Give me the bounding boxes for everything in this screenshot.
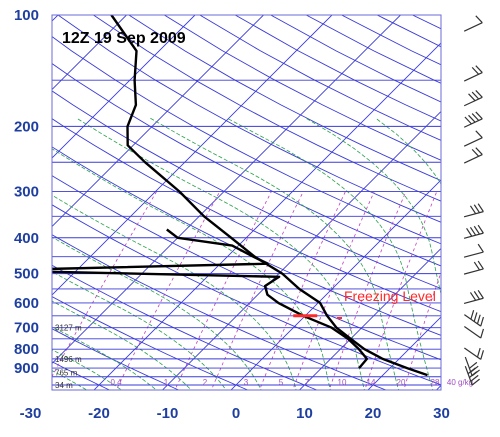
temperature-tick-label: 20 <box>365 405 382 422</box>
wind-barb-icon <box>460 146 482 163</box>
mixing-ratio-line <box>483 192 500 393</box>
wind-barb-glyph <box>460 111 482 128</box>
temperature-tick-label: -10 <box>157 405 179 422</box>
wind-barb-glyph <box>464 307 486 326</box>
temperature-tick-label: 0 <box>232 405 240 422</box>
freezing-level-label: Freezing Level <box>344 288 436 304</box>
barb-staff <box>464 252 483 257</box>
wind-barb-icon <box>460 64 482 81</box>
wind-barb-glyph <box>462 260 484 274</box>
barb-staff <box>464 298 483 303</box>
barb-staff <box>464 23 482 31</box>
mixing-ratio-label: 14 <box>367 378 376 387</box>
wind-barb-icon <box>460 89 482 106</box>
pressure-tick-label: 400 <box>14 230 39 247</box>
wind-barb-glyph <box>462 243 484 257</box>
wind-barb-icon <box>460 15 482 32</box>
height-label: 1496 m <box>55 355 82 364</box>
temperature-tick-label: 10 <box>296 405 313 422</box>
wind-barb-icon <box>464 307 486 326</box>
wind-barb-icon <box>462 243 484 257</box>
mixing-ratio-label: 3 <box>244 378 249 387</box>
chart-title: 12Z 19 Sep 2009 <box>62 30 186 47</box>
barb-staff <box>464 138 482 146</box>
wind-barb-icon <box>462 290 484 304</box>
wind-barb-icon <box>460 130 482 147</box>
pressure-tick-label: 200 <box>14 118 39 135</box>
barb-staff <box>464 73 482 81</box>
pressure-tick-label: 100 <box>14 7 39 24</box>
pressure-tick-label: 800 <box>14 341 39 358</box>
wind-barb-icon <box>464 341 486 360</box>
barb-flag <box>478 243 483 252</box>
temperature-tick-label: -20 <box>88 405 110 422</box>
temperature-tick-label: 30 <box>433 405 450 422</box>
wind-barb-glyph <box>460 89 482 106</box>
barb-staff <box>464 327 480 338</box>
wind-barb-glyph <box>460 130 482 147</box>
mixing-ratio-label: 28 <box>431 378 440 387</box>
wind-barb-icon <box>462 260 484 274</box>
pressure-tick-label: 900 <box>14 360 39 377</box>
barb-staff <box>464 212 483 217</box>
wind-barb-glyph <box>462 290 484 304</box>
mixing-ratio-label: 5 <box>279 378 284 387</box>
pressure-tick-label: 300 <box>14 184 39 201</box>
wind-barb-icon <box>462 203 484 217</box>
wind-barb-glyph <box>462 203 484 217</box>
mixing-ratio-label: 2 <box>203 378 208 387</box>
mixing-ratio-label: 20 <box>397 378 406 387</box>
pressure-tick-label: 700 <box>14 320 39 337</box>
mixing-ratio-label: 0.4 <box>110 378 122 387</box>
barb-staff <box>464 269 483 274</box>
temperature-tick-label: -30 <box>20 405 42 422</box>
barb-staff <box>464 233 483 238</box>
height-label: 34 m <box>55 381 73 390</box>
mixing-ratio-line <box>441 192 500 393</box>
barb-staff <box>464 155 482 163</box>
mixing-ratio-label: 1 <box>164 378 169 387</box>
pressure-tick-label: 500 <box>14 266 39 283</box>
wind-barb-glyph <box>462 224 484 238</box>
wind-barb-glyph <box>460 15 482 32</box>
wind-barb-glyph <box>460 64 482 81</box>
pressure-tick-label: 600 <box>14 295 39 312</box>
height-label: 765 m <box>55 369 78 378</box>
mixing-ratio-label: 7 <box>305 378 310 387</box>
wind-barb-icon <box>460 111 482 128</box>
mixing-ratio-label: 40 g/kg <box>447 378 473 387</box>
wind-barb-glyph <box>464 341 486 360</box>
height-label: 3127 m <box>55 324 82 333</box>
mixing-ratio-label: 10 <box>338 378 347 387</box>
isotherm-line <box>434 15 500 393</box>
wind-barb-icon <box>462 224 484 238</box>
wind-barb-glyph <box>460 146 482 163</box>
